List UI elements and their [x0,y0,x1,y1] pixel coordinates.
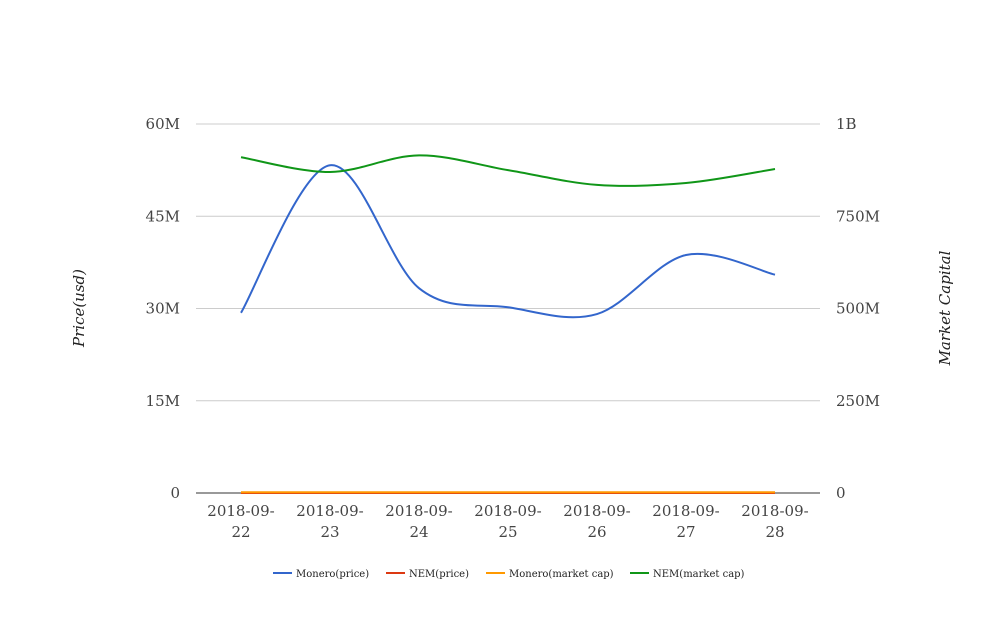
x-tick-label: 2018-09- 26 [563,502,630,541]
data-point-monero-price [773,272,778,277]
data-point-monero-market-cap [417,490,422,495]
x-tick-label: 2018-09- 27 [652,502,719,541]
data-point-nem-market-cap [773,167,778,172]
left-axis-title: Price(usd) [70,269,88,348]
right-tick-label: 250M [836,392,880,410]
data-point-monero-market-cap [506,490,511,495]
data-point-nem-market-cap [684,181,689,186]
data-point-monero-price [328,163,333,168]
right-tick-label: 500M [836,300,880,318]
x-tick-label: 2018-09- 25 [474,502,541,541]
left-axis-ticks: 0 15M 30M 45M 60M [146,115,180,502]
left-tick-label: 45M [146,207,180,225]
x-tick-label-line: 24 [409,523,428,541]
right-tick-label: 1B [836,115,857,133]
data-point-nem-market-cap [239,155,244,160]
x-tick-label-line: 27 [676,523,695,541]
data-point-monero-price [595,312,600,317]
x-tick-label: 2018-09- 22 [207,502,274,541]
legend-label-nem-price: NEM(price) [409,569,469,580]
data-point-nem-market-cap [506,168,511,173]
x-tick-label-line: 22 [231,523,250,541]
x-tick-label: 2018-09- 28 [741,502,808,541]
x-tick-label-line: 2018-09- [652,502,719,520]
data-point-monero-market-cap [595,490,600,495]
right-tick-label: 0 [836,484,846,502]
x-tick-label-line: 2018-09- [474,502,541,520]
right-tick-label: 750M [836,207,880,225]
x-tick-label-line: 2018-09- [563,502,630,520]
x-tick-label-line: 25 [498,523,517,541]
legend-label-nem-market-cap: NEM(market cap) [653,569,745,580]
series-lines [239,153,778,495]
x-tick-label-line: 2018-09- [385,502,452,520]
data-point-nem-market-cap [595,182,600,187]
left-tick-label: 15M [146,392,180,410]
data-point-monero-market-cap [239,490,244,495]
data-point-nem-market-cap [328,169,333,174]
x-tick-label: 2018-09- 23 [296,502,363,541]
x-tick-label-line: 2018-09- [296,502,363,520]
legend-label-monero-price: Monero(price) [296,569,369,580]
legend: Monero(price) NEM(price) Monero(market cap… [273,569,745,580]
series-line-nem-market-cap [240,154,776,187]
data-point-monero-price [506,305,511,310]
x-axis-ticks: 2018-09- 22 2018-09- 23 2018-09- 24 2018-09- 25… [207,502,808,541]
data-point-monero-market-cap [773,490,778,495]
x-tick-label: 2018-09- 24 [385,502,452,541]
data-point-monero-price [239,310,244,315]
series-line-monero-price [240,164,776,319]
x-tick-label-line: 23 [320,523,339,541]
left-tick-label: 60M [146,115,180,133]
data-point-monero-price [684,252,689,257]
x-tick-label-line: 28 [765,523,784,541]
right-axis-title: Market Capital [936,250,954,366]
data-point-monero-market-cap [328,490,333,495]
right-axis-ticks: 0 250M 500M 750M 1B [836,115,880,502]
data-point-monero-price [417,286,422,291]
data-point-monero-market-cap [684,490,689,495]
data-point-nem-market-cap [417,153,422,158]
x-tick-label-line: 2018-09- [741,502,808,520]
left-tick-label: 30M [146,300,180,318]
legend-label-monero-market-cap: Monero(market cap) [509,569,614,580]
x-tick-label-line: 2018-09- [207,502,274,520]
x-tick-label-line: 26 [587,523,606,541]
left-tick-label: 0 [170,484,180,502]
